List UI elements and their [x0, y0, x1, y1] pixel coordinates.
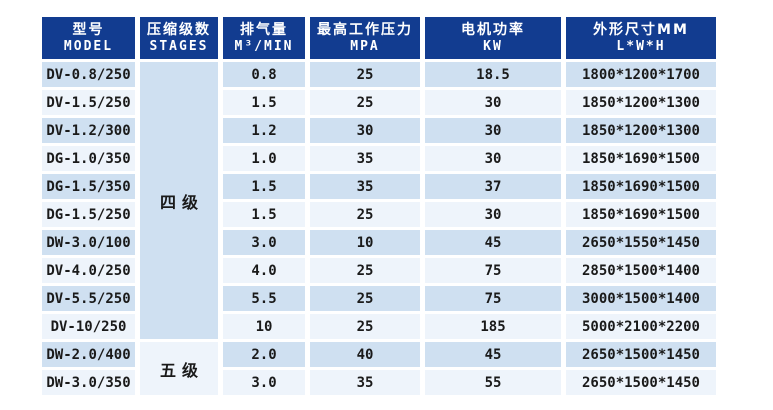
displacement-cell: 1.5 — [223, 202, 305, 227]
column-header-displacement: 排气量 M³/MIN — [223, 17, 305, 59]
model-cell: DW-3.0/100 — [42, 230, 135, 255]
column-header-model-en: MODEL — [63, 39, 114, 54]
column-header-stages: 压缩级数 STAGES — [140, 17, 218, 59]
displacement-cell: 0.8 — [223, 62, 305, 87]
model-cell: DV-5.5/250 — [42, 286, 135, 311]
dimensions-cell: 2850*1500*1400 — [566, 258, 716, 283]
displacement-cell: 1.5 — [223, 90, 305, 115]
table-row: DW-3.0/100 3.0 10 45 2650*1550*1450 — [42, 230, 716, 255]
dimensions-cell: 1850*1200*1300 — [566, 118, 716, 143]
pressure-cell: 25 — [310, 258, 420, 283]
model-cell: DW-3.0/350 — [42, 370, 135, 395]
displacement-cell: 4.0 — [223, 258, 305, 283]
displacement-cell: 1.0 — [223, 146, 305, 171]
compressor-spec-table: 型号 MODEL 压缩级数 STAGES 排气量 M³/MIN 最高工作压力 M… — [37, 14, 721, 398]
spec-table-container: 型号 MODEL 压缩级数 STAGES 排气量 M³/MIN 最高工作压力 M… — [37, 14, 721, 398]
power-cell: 30 — [425, 90, 561, 115]
displacement-cell: 3.0 — [223, 230, 305, 255]
column-header-stages-zh: 压缩级数 — [147, 22, 211, 38]
pressure-cell: 25 — [310, 286, 420, 311]
column-header-model: 型号 MODEL — [42, 17, 135, 59]
pressure-cell: 25 — [310, 202, 420, 227]
pressure-cell: 35 — [310, 370, 420, 395]
pressure-cell: 10 — [310, 230, 420, 255]
dimensions-cell: 1850*1200*1300 — [566, 90, 716, 115]
power-cell: 45 — [425, 342, 561, 367]
column-header-pressure-zh: 最高工作压力 — [317, 22, 413, 38]
column-header-displacement-zh: 排气量 — [240, 22, 288, 38]
table-row: DW-2.0/400 五级 2.0 40 45 2650*1500*1450 — [42, 342, 716, 395]
power-cell: 185 — [425, 314, 561, 339]
power-cell: 30 — [425, 118, 561, 143]
table-row: DG-1.5/250 1.5 25 30 1850*1690*1500 — [42, 202, 716, 227]
column-header-dimensions: 外形尺寸MM L*W*H — [566, 17, 716, 59]
model-cell: DG-1.5/350 — [42, 174, 135, 199]
column-header-model-zh: 型号 — [72, 22, 105, 38]
dimensions-cell: 2650*1500*1450 — [566, 370, 716, 395]
power-cell: 75 — [425, 286, 561, 311]
power-cell: 18.5 — [425, 62, 561, 87]
stage-group-cell: 五级 — [140, 342, 218, 395]
column-header-pressure-en: MPA — [350, 39, 380, 54]
model-cell: DV-10/250 — [42, 314, 135, 339]
column-header-pressure: 最高工作压力 MPA — [310, 17, 420, 59]
pressure-cell: 35 — [310, 174, 420, 199]
model-cell: DW-2.0/400 — [42, 342, 135, 367]
table-body: DV-0.8/250 四级 0.8 25 18.5 1800*1200*1700 DV-1.… — [42, 62, 716, 395]
power-cell: 37 — [425, 174, 561, 199]
pressure-cell: 25 — [310, 314, 420, 339]
power-cell: 30 — [425, 202, 561, 227]
table-header-row: 型号 MODEL 压缩级数 STAGES 排气量 M³/MIN 最高工作压力 M… — [42, 17, 716, 59]
table-row: DV-0.8/250 四级 0.8 25 18.5 1800*1200*1700 — [42, 62, 716, 339]
table-row: DV-1.5/250 1.5 25 30 1850*1200*1300 — [42, 90, 716, 115]
power-cell: 55 — [425, 370, 561, 395]
model-cell: DG-1.0/350 — [42, 146, 135, 171]
column-header-power: 电机功率 KW — [425, 17, 561, 59]
stage-group-cell: 四级 — [140, 62, 218, 339]
column-header-displacement-en: M³/MIN — [234, 39, 294, 54]
dimensions-cell: 3000*1500*1400 — [566, 286, 716, 311]
power-cell: 45 — [425, 230, 561, 255]
pressure-cell: 35 — [310, 146, 420, 171]
table-row: DV-1.2/300 1.2 30 30 1850*1200*1300 — [42, 118, 716, 143]
displacement-cell: 5.5 — [223, 286, 305, 311]
column-header-dimensions-zh: 外形尺寸MM — [593, 22, 689, 38]
dimensions-cell: 2650*1500*1450 — [566, 342, 716, 367]
displacement-cell: 10 — [223, 314, 305, 339]
column-header-power-zh: 电机功率 — [461, 22, 525, 38]
column-header-dimensions-en: L*W*H — [616, 39, 666, 54]
table-row: DV-4.0/250 4.0 25 75 2850*1500*1400 — [42, 258, 716, 283]
table-row: DV-5.5/250 5.5 25 75 3000*1500*1400 — [42, 286, 716, 311]
column-header-power-en: KW — [483, 39, 503, 54]
model-cell: DG-1.5/250 — [42, 202, 135, 227]
model-cell: DV-1.5/250 — [42, 90, 135, 115]
pressure-cell: 25 — [310, 90, 420, 115]
model-cell: DV-0.8/250 — [42, 62, 135, 87]
table-row: DG-1.5/350 1.5 35 37 1850*1690*1500 — [42, 174, 716, 199]
table-row: DG-1.0/350 1.0 35 30 1850*1690*1500 — [42, 146, 716, 171]
displacement-cell: 1.2 — [223, 118, 305, 143]
dimensions-cell: 1800*1200*1700 — [566, 62, 716, 87]
dimensions-cell: 1850*1690*1500 — [566, 202, 716, 227]
column-header-stages-en: STAGES — [149, 39, 209, 54]
displacement-cell: 1.5 — [223, 174, 305, 199]
model-cell: DV-4.0/250 — [42, 258, 135, 283]
power-cell: 30 — [425, 146, 561, 171]
pressure-cell: 25 — [310, 62, 420, 87]
table-row: DW-3.0/350 3.0 35 55 2650*1500*1450 — [42, 370, 716, 395]
table-row: DV-10/250 10 25 185 5000*2100*2200 — [42, 314, 716, 339]
displacement-cell: 2.0 — [223, 342, 305, 367]
dimensions-cell: 1850*1690*1500 — [566, 174, 716, 199]
model-cell: DV-1.2/300 — [42, 118, 135, 143]
dimensions-cell: 5000*2100*2200 — [566, 314, 716, 339]
displacement-cell: 3.0 — [223, 370, 305, 395]
pressure-cell: 30 — [310, 118, 420, 143]
power-cell: 75 — [425, 258, 561, 283]
dimensions-cell: 2650*1550*1450 — [566, 230, 716, 255]
pressure-cell: 40 — [310, 342, 420, 367]
dimensions-cell: 1850*1690*1500 — [566, 146, 716, 171]
